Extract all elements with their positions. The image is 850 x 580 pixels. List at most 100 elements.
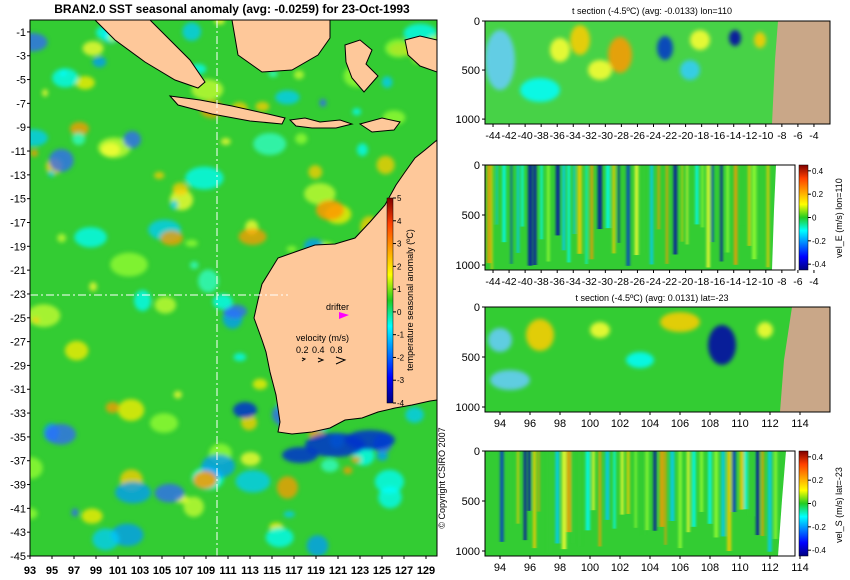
sst-anomaly-patch xyxy=(134,290,152,312)
sst-anomaly-patch xyxy=(60,70,67,77)
section-x-tick-label: -30 xyxy=(598,276,613,288)
vel-s-colorbar xyxy=(798,450,809,557)
sst-anomaly-patch xyxy=(185,239,198,247)
velocity-stripe xyxy=(686,451,690,533)
map-y-tick-label: -29 xyxy=(10,360,26,372)
section-x-tick-label: 114 xyxy=(791,562,809,574)
section-x-tick-label: 96 xyxy=(524,418,536,430)
temp-anomaly-patch xyxy=(626,352,654,368)
velocity-stripe xyxy=(579,451,582,547)
velocity-stripe xyxy=(510,165,513,264)
copyright-text: © Copyright CSIRO 2007 xyxy=(437,427,447,528)
map-colorbar-ticks: 5 4 3 2 1 0 -1 -2 -3 -4 xyxy=(393,194,405,408)
cold-anomaly-patch xyxy=(233,402,257,418)
section-x-tick-label: -20 xyxy=(678,130,693,142)
sst-anomaly-patch xyxy=(319,98,327,107)
section-x-tick-label: -38 xyxy=(534,130,549,142)
temp-anomaly-patch xyxy=(570,25,590,55)
sst-anomaly-patch xyxy=(241,414,258,431)
sst-anomaly-patch xyxy=(351,456,362,464)
section-x-tick-label: -12 xyxy=(742,276,757,288)
temp-lat-section-seafloor xyxy=(780,307,830,412)
sst-anomaly-patch xyxy=(343,466,353,475)
temp-anomaly-patch xyxy=(754,32,766,48)
velocity-stripe xyxy=(500,451,504,542)
temp-anomaly-patch xyxy=(550,38,570,62)
sst-anomaly-patch xyxy=(276,476,298,499)
velocity-stripe xyxy=(523,451,527,541)
velocity-label: velocity (m/s) xyxy=(296,333,349,343)
sst-anomaly-patch xyxy=(71,508,79,517)
velocity-stripe xyxy=(590,165,594,260)
colorbar-tick-label: 0.2 xyxy=(812,190,824,199)
cold-anomaly-patch xyxy=(282,447,318,463)
section-x-tick-label: -22 xyxy=(662,276,677,288)
section-y-tick-label: 0 xyxy=(474,160,480,172)
sst-anomaly-patch xyxy=(306,535,329,556)
sst-anomaly-patch xyxy=(253,132,287,156)
sst-anomaly-patch xyxy=(214,20,226,25)
velocity-stripe xyxy=(620,451,624,515)
section-x-tick-label: 104 xyxy=(641,562,659,574)
section-x-tick-label: -8 xyxy=(777,276,786,288)
map-colorbar-tick-label: -4 xyxy=(397,399,405,408)
velocity-stripe xyxy=(767,451,772,552)
section-x-tick-label: -26 xyxy=(630,130,645,142)
sst-anomaly-patch xyxy=(48,148,74,172)
warm-anomaly-patch xyxy=(193,471,217,489)
velocity-stripe xyxy=(766,165,770,268)
sst-anomaly-patch xyxy=(189,261,199,270)
map-y-tick-label: -11 xyxy=(11,146,26,158)
velocity-stripe xyxy=(641,451,645,536)
sst-anomaly-patch xyxy=(69,121,90,136)
section-y-tick-label: 500 xyxy=(462,65,480,77)
section-x-tick-label: 110 xyxy=(731,418,749,430)
velocity-stripe xyxy=(670,451,675,521)
velocity-stripe xyxy=(626,165,630,266)
map-x-tick-label: 125 xyxy=(373,565,391,577)
velocity-stripe xyxy=(562,165,566,251)
map-y-tick-label: -35 xyxy=(10,432,26,444)
velocity-stripe xyxy=(555,451,560,544)
temp-lon-section-title: t section (-4.5ºC) (avg: -0.0133) lon=11… xyxy=(572,6,732,16)
section-x-tick-label: 114 xyxy=(791,418,809,430)
sst-anomaly-patch xyxy=(220,138,231,146)
velocity-stripe xyxy=(570,451,574,544)
map-x-tick-label: 117 xyxy=(285,565,303,577)
map-colorbar xyxy=(386,197,394,404)
velocity-stripe xyxy=(686,165,688,245)
section-x-tick-label: 94 xyxy=(494,562,506,574)
temp-anomaly-patch xyxy=(588,60,612,80)
section-x-tick-label: 108 xyxy=(701,418,719,430)
vel-e-colorbar xyxy=(798,164,809,271)
section-y-tick-label: 1000 xyxy=(456,546,480,558)
section-x-tick-label: -10 xyxy=(758,130,773,142)
map-x-tick-label: 119 xyxy=(307,565,325,577)
vel-e-section-frame xyxy=(484,164,796,271)
section-x-tick-label: -38 xyxy=(534,276,549,288)
temp-anomaly-patch xyxy=(590,322,610,338)
section-x-tick-label: -34 xyxy=(566,130,581,142)
sst-anomaly-patch xyxy=(223,304,248,319)
map-x-tick-label: 113 xyxy=(241,565,259,577)
map-colorbar-tick-label: -1 xyxy=(397,331,405,340)
vel-e-colorbar-label: vel_E (m/s) lon=110 xyxy=(834,178,844,258)
velocity-stripe xyxy=(664,451,667,545)
section-x-tick-label: -14 xyxy=(726,276,741,288)
temp-anomaly-patch xyxy=(660,312,700,332)
sst-anomaly-patch xyxy=(30,457,43,479)
colorbar-tick-label: -0.2 xyxy=(812,523,826,532)
sst-anomaly-patch xyxy=(374,469,404,494)
map-x-tick-label: 93 xyxy=(24,565,36,577)
velocity-stripe xyxy=(555,165,560,236)
velocity-stripe xyxy=(673,165,678,255)
velocity-stripe xyxy=(502,165,506,243)
section-x-tick-label: 96 xyxy=(524,562,536,574)
temp-lat-section-panel: t section (-4.5ºC) (avg: 0.0131) lat=-23… xyxy=(456,293,831,430)
velocity-stripe xyxy=(612,165,616,254)
section-x-tick-label: 94 xyxy=(494,418,506,430)
sst-anomaly-patch xyxy=(110,252,148,277)
velocity-stripe xyxy=(726,165,729,253)
lesser-sunda-land xyxy=(288,117,354,129)
map-y-tick-label: -31 xyxy=(10,384,26,396)
